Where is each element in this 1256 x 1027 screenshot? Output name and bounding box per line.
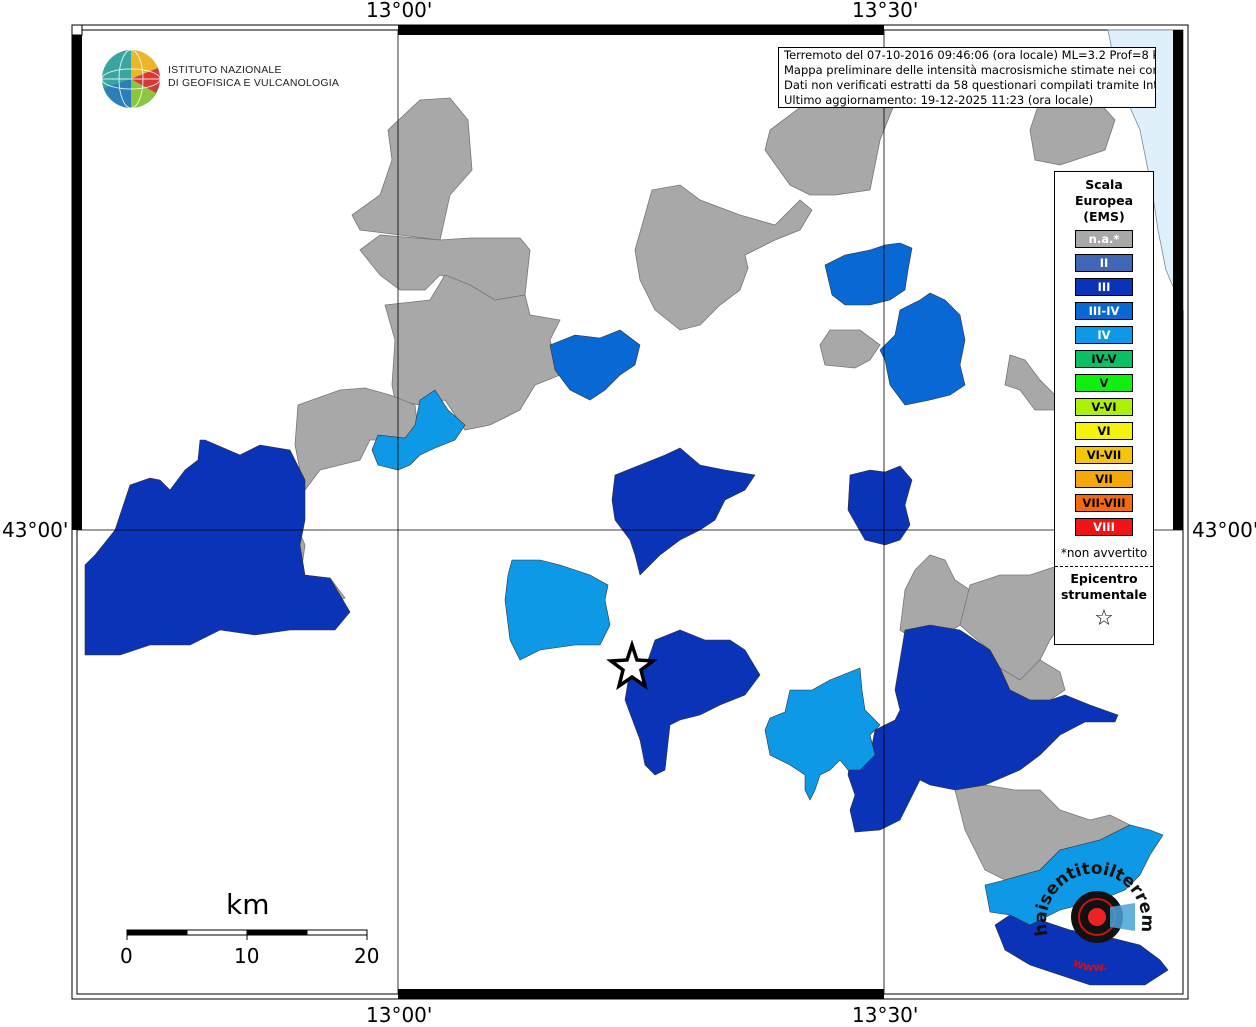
event-info-box: Terremoto del 07-10-2016 09:46:06 (ora l… [778,47,1156,108]
lon-label-bottom-east: 13°30' [852,1003,919,1027]
ingv-logo [101,49,161,109]
svg-text:www.: www. [1071,955,1109,974]
legend-swatch: VII-VIII [1075,494,1133,512]
scale-label-20: 20 [354,944,380,968]
lon-label-top-west: 13°00' [366,0,433,22]
legend-swatch: V [1075,374,1133,392]
legend-epicenter-label: Epicentro strumentale [1055,571,1153,603]
ingv-name: ISTITUTO NAZIONALE DI GEOFISICA E VULCAN… [168,64,339,90]
info-line-update: Ultimo aggiornamento: 19-12-2025 11:23 (… [784,93,1094,107]
legend-title-line1: Scala [1085,177,1123,192]
municipalities-iii-iv [549,242,966,406]
info-line-data: Dati non verificati estratti da 58 quest… [784,78,1156,92]
lon-label-top-east: 13°30' [852,0,919,22]
scale-label-0: 0 [120,944,133,968]
legend-title: Scala Europea (EMS) [1055,177,1153,225]
legend-swatch: VI [1075,422,1133,440]
scale-label-10: 10 [234,944,260,968]
legend-separator [1055,566,1153,567]
legend-star-icon: ☆ [1094,606,1114,631]
legend-swatch: II [1075,254,1133,272]
legend-title-line3: (EMS) [1083,209,1125,224]
info-line-event: Terremoto del 07-10-2016 09:46:06 (ora l… [784,48,1156,62]
ems-legend: Scala Europea (EMS) n.a.* II III III-IV IV IV… [1054,171,1154,645]
municipalities-iv [371,389,1164,926]
scale-bar [126,929,368,940]
legend-swatch: III [1075,278,1133,296]
legend-swatch: V-VI [1075,398,1133,416]
lat-label-east: 43°00' [1192,518,1256,542]
legend-swatch: VII [1075,470,1133,488]
legend-items: n.a.* II III III-IV IV IV-V V V-VI VI VI-VII VII VI… [1055,230,1153,536]
legend-note: *non avvertito [1060,546,1148,560]
legend-epicenter-line2: strumentale [1060,587,1148,602]
legend-swatch: VI-VII [1075,446,1133,464]
lon-label-bottom-west: 13°00' [366,1003,433,1027]
municipalities-iii [84,439,1169,986]
legend-title-line2: Europea [1074,193,1134,208]
epicenter-star [606,639,658,691]
haisentito-logo: haisentitoilterremoto.it www. [1030,855,1157,974]
legend-epicenter-line1: Epicentro [1070,571,1138,586]
scale-unit: km [226,888,270,921]
ingv-name-line1: ISTITUTO NAZIONALE [168,64,282,76]
info-line-map: Mappa preliminare delle intensità macros… [784,63,1156,77]
legend-swatch: n.a.* [1075,230,1133,248]
legend-swatch: IV-V [1075,350,1133,368]
legend-swatch: IV [1075,326,1133,344]
ingv-name-line2: DI GEOFISICA E VULCANOLOGIA [168,77,340,89]
legend-swatch: VIII [1075,518,1133,536]
legend-swatch: III-IV [1075,302,1133,320]
graticule [77,30,1183,994]
lat-label-west: 43°00' [2,518,69,542]
